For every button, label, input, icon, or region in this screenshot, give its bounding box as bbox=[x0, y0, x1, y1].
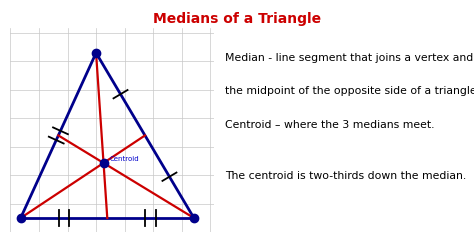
Text: Median - line segment that joins a vertex and: Median - line segment that joins a verte… bbox=[225, 53, 473, 63]
Text: The centroid is two-thirds down the median.: The centroid is two-thirds down the medi… bbox=[225, 171, 466, 181]
Text: Centroid: Centroid bbox=[109, 156, 139, 162]
Text: Medians of a Triangle: Medians of a Triangle bbox=[153, 12, 321, 26]
Text: Centroid – where the 3 medians meet.: Centroid – where the 3 medians meet. bbox=[225, 120, 435, 130]
Text: the midpoint of the opposite side of a triangle.: the midpoint of the opposite side of a t… bbox=[225, 86, 474, 96]
